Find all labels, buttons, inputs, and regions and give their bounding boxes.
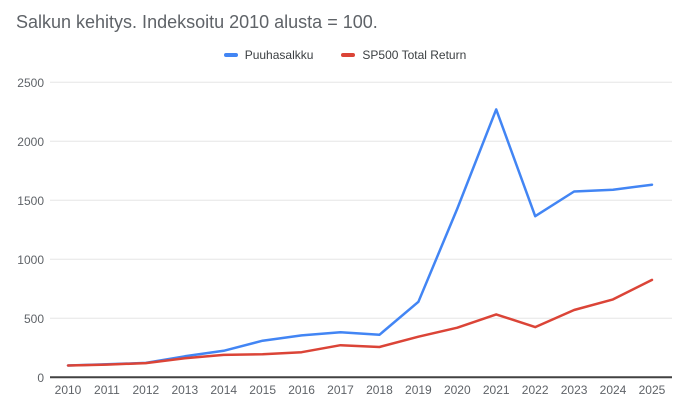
x-tick-label-2020: 2020: [444, 383, 471, 397]
legend-label-puuhasalkku: Puuhasalkku: [244, 48, 314, 62]
y-tick-label-0: 0: [37, 371, 44, 385]
x-tick-label-2011: 2011: [94, 383, 120, 397]
x-tick-label-2022: 2022: [522, 383, 549, 397]
x-tick-label-2013: 2013: [171, 383, 198, 397]
x-tick-label-2010: 2010: [55, 383, 82, 397]
chart-title: Salkun kehitys. Indeksoitu 2010 alusta =…: [16, 12, 378, 32]
legend-swatch-blue-icon: [223, 53, 238, 57]
series-line-sp500-total-return: [66, 278, 654, 367]
x-tick-label-2021: 2021: [483, 383, 510, 397]
legend-item-puuhasalkku[interactable]: Puuhasalkku: [223, 48, 314, 62]
x-tick-label-2017: 2017: [327, 383, 354, 397]
legend-label-sp500: SP500 Total Return: [362, 48, 467, 62]
legend: Puuhasalkku SP500 Total Return: [0, 48, 690, 62]
y-tick-label-1000: 1000: [17, 253, 44, 267]
x-tick-label-2018: 2018: [366, 383, 393, 397]
x-tick-label-2024: 2024: [600, 383, 627, 397]
x-tick-label-2014: 2014: [210, 383, 237, 397]
x-tick-label-2025: 2025: [639, 383, 666, 397]
y-tick-label-2000: 2000: [17, 135, 44, 149]
x-tick-label-2019: 2019: [405, 383, 432, 397]
x-tick-label-2016: 2016: [288, 383, 315, 397]
legend-item-sp500[interactable]: SP500 Total Return: [341, 48, 466, 62]
y-tick-label-2500: 2500: [17, 76, 44, 90]
x-tick-label-2012: 2012: [133, 383, 160, 397]
x-tick-label-2023: 2023: [561, 383, 588, 397]
legend-swatch-red-icon: [341, 53, 356, 57]
y-tick-label-500: 500: [24, 312, 44, 326]
series-line-puuhasalkku: [66, 108, 654, 367]
y-tick-label-1500: 1500: [17, 194, 44, 208]
x-tick-label-2015: 2015: [249, 383, 276, 397]
